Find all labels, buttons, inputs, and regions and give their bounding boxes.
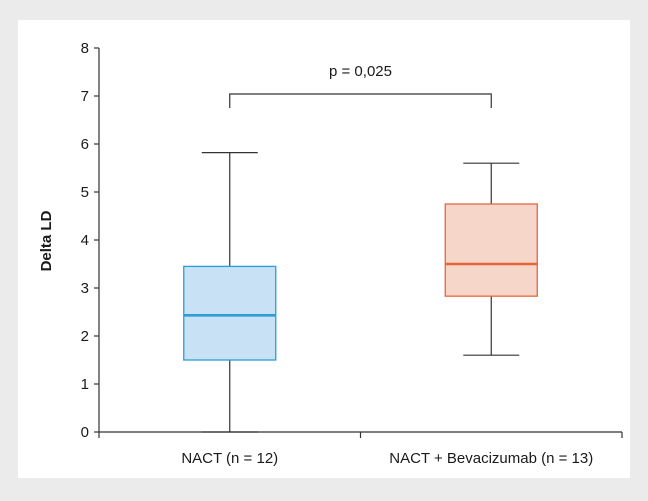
box-2 <box>444 162 538 356</box>
y-tick-label: 8 <box>81 40 89 57</box>
y-tick-label: 2 <box>81 328 89 345</box>
y-tick-label: 6 <box>81 136 89 153</box>
box-1 <box>183 152 277 433</box>
y-tick-label: 3 <box>81 280 89 297</box>
x-tick-label: NACT (n = 12) <box>181 450 278 467</box>
chart-panel <box>18 20 630 478</box>
iqr-box <box>183 265 277 361</box>
y-tick-label: 4 <box>81 232 89 249</box>
y-axis-label: Delta LD <box>38 210 55 271</box>
significance-bracket <box>229 93 492 108</box>
y-tick-label: 0 <box>81 424 89 441</box>
y-tick-label: 5 <box>81 184 89 201</box>
y-tick-label: 7 <box>81 88 89 105</box>
x-tick-label: NACT + Bevacizumab (n = 13) <box>389 450 593 467</box>
y-tick-label: 1 <box>81 376 89 393</box>
p-value-annotation: p = 0,025 <box>329 63 392 80</box>
iqr-box <box>444 203 538 297</box>
